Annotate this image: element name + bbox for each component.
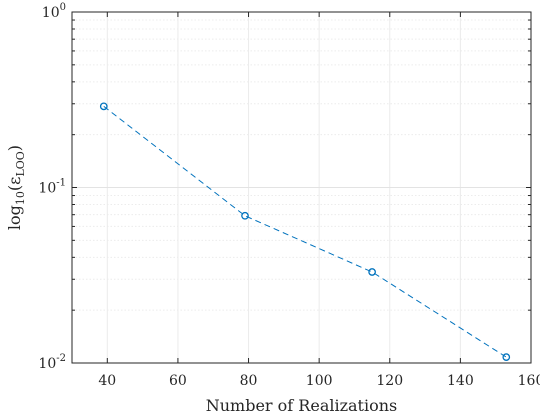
- y-axis-label-main: log: [5, 205, 24, 230]
- y-axis-label: log10(εLOO): [5, 145, 27, 230]
- y-tick-label: 10-1: [38, 178, 66, 197]
- x-tick-label: 120: [376, 373, 403, 389]
- data-point-marker: [502, 353, 511, 361]
- grid: [72, 12, 531, 363]
- x-tick-label: 100: [306, 373, 333, 389]
- y-axis-label-paren-open: (ε: [5, 177, 24, 192]
- data-point-marker: [368, 268, 376, 276]
- y-tick-label: 100: [42, 2, 66, 21]
- y-tick-label-exponent: -2: [56, 353, 66, 364]
- x-tick-label: 140: [447, 373, 474, 389]
- y-tick-label-base: 10: [38, 181, 56, 197]
- y-tick-label-base: 10: [42, 5, 60, 21]
- x-axis-label: Number of Realizations: [206, 396, 398, 415]
- x-tick-label: 80: [240, 373, 258, 389]
- x-tick-label: 60: [169, 373, 187, 389]
- x-tick-label: 40: [98, 373, 116, 389]
- data-point-marker: [241, 211, 249, 220]
- y-tick-label-base: 10: [38, 356, 56, 372]
- x-tick-label: 160: [518, 373, 540, 389]
- y-tick-label: 10-2: [38, 353, 66, 372]
- y-tick-label-exponent: -1: [56, 178, 66, 189]
- series-layer: [99, 102, 511, 361]
- data-point-marker: [99, 102, 108, 111]
- y-axis-label-sub: 10: [14, 191, 27, 205]
- y-axis-label-sub2: LOO: [14, 151, 27, 176]
- y-tick-label-exponent: 0: [60, 2, 66, 13]
- y-axis-label-paren-close: ): [5, 145, 24, 151]
